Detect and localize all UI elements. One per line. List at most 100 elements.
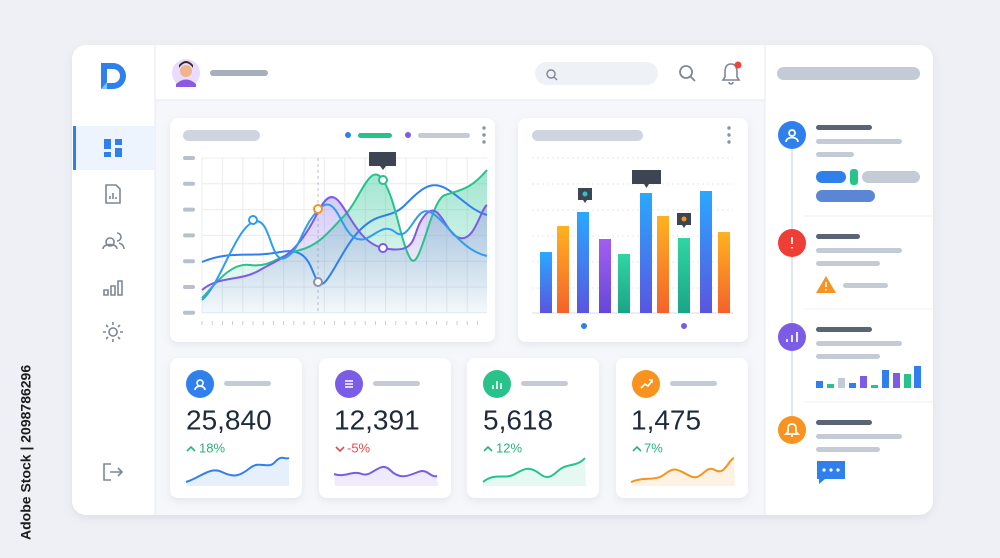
mini-bar bbox=[893, 373, 900, 388]
activity-icon bbox=[778, 121, 806, 149]
nav-item[interactable] bbox=[102, 232, 125, 250]
activity-glyph bbox=[786, 332, 798, 342]
placeholder-bar bbox=[521, 381, 568, 386]
stat-glyph bbox=[345, 380, 353, 388]
placeholder-bar bbox=[183, 156, 195, 160]
bar-shape bbox=[700, 191, 712, 313]
notification-dot bbox=[734, 61, 742, 69]
trend-arrow bbox=[186, 445, 196, 452]
mini-bar bbox=[849, 383, 856, 388]
mini-bar bbox=[838, 378, 845, 388]
placeholder-bar bbox=[224, 381, 271, 386]
placeholder-bar bbox=[816, 354, 880, 359]
placeholder-bar bbox=[862, 171, 920, 183]
avatar-hair bbox=[179, 61, 193, 68]
side-label: Adobe Stock | 2098786296 bbox=[18, 365, 34, 540]
chat-dot bbox=[836, 468, 840, 472]
stat-value: 12,391 bbox=[334, 404, 420, 435]
bar-shape bbox=[718, 232, 730, 313]
trend-arrow bbox=[483, 445, 493, 452]
placeholder-bar bbox=[183, 207, 195, 212]
nav-item[interactable] bbox=[104, 139, 122, 157]
nav-item[interactable] bbox=[103, 322, 123, 342]
placeholder-bar bbox=[816, 248, 902, 253]
layout bbox=[72, 45, 933, 515]
legend-dot bbox=[581, 323, 587, 329]
bar-shape bbox=[657, 216, 669, 313]
activity-icon bbox=[778, 416, 806, 444]
point-marker bbox=[378, 243, 388, 253]
placeholder-bar bbox=[358, 133, 392, 138]
point-marker bbox=[248, 215, 258, 225]
tooltip-dot bbox=[582, 191, 588, 197]
avatar-face bbox=[180, 65, 192, 77]
tag[interactable] bbox=[850, 169, 858, 185]
mini-bar bbox=[904, 374, 911, 388]
legend-dot bbox=[681, 323, 687, 329]
search-box[interactable] bbox=[535, 62, 658, 85]
placeholder-bar bbox=[816, 341, 902, 346]
menu-dot[interactable] bbox=[482, 133, 486, 137]
nav-item[interactable] bbox=[105, 184, 121, 204]
stat-glyph bbox=[194, 379, 206, 391]
search-button[interactable] bbox=[679, 65, 696, 82]
card bbox=[518, 118, 748, 342]
line bbox=[201, 169, 488, 299]
placeholder-bar bbox=[183, 285, 195, 289]
legend-dot bbox=[405, 132, 411, 138]
stat-value: 1,475 bbox=[631, 404, 701, 435]
placeholder-bar bbox=[816, 261, 880, 266]
bar-shape bbox=[599, 239, 611, 313]
nav-active-bg bbox=[73, 126, 155, 170]
menu-dot[interactable] bbox=[482, 126, 486, 130]
mini-bar bbox=[871, 385, 878, 388]
tooltip bbox=[632, 170, 661, 188]
placeholder-bar bbox=[816, 234, 860, 239]
tag[interactable] bbox=[816, 171, 846, 183]
stat-change: -5% bbox=[347, 440, 371, 455]
sparkline bbox=[482, 457, 586, 483]
chat-dot bbox=[829, 468, 833, 472]
logo-accent bbox=[101, 82, 107, 89]
sparkline bbox=[333, 465, 438, 478]
point-marker bbox=[313, 204, 323, 214]
stat-value: 5,618 bbox=[483, 404, 553, 435]
menu-dot[interactable] bbox=[727, 126, 731, 130]
chat-icon[interactable] bbox=[817, 461, 845, 484]
stat-value: 25,840 bbox=[186, 404, 272, 435]
placeholder-bar bbox=[183, 181, 195, 186]
placeholder-bar bbox=[183, 130, 260, 141]
sparkline bbox=[185, 456, 290, 483]
nav-item[interactable] bbox=[103, 463, 124, 481]
placeholder-bar bbox=[816, 420, 872, 425]
placeholder-bar bbox=[777, 67, 920, 80]
sparkline bbox=[630, 457, 735, 483]
bar-shape bbox=[540, 252, 552, 313]
stat-icon bbox=[186, 370, 214, 398]
placeholder-bar bbox=[183, 259, 195, 264]
sparkline-area bbox=[631, 458, 735, 486]
menu-dot[interactable] bbox=[482, 140, 486, 144]
chat-dot bbox=[822, 468, 826, 472]
nav-item[interactable] bbox=[103, 280, 123, 296]
sparkline-area bbox=[186, 457, 289, 486]
line bbox=[201, 184, 488, 286]
tooltip-dot bbox=[681, 216, 687, 222]
nav-active-marker bbox=[73, 126, 76, 170]
stat-change: 7% bbox=[644, 440, 663, 455]
tag[interactable] bbox=[816, 190, 875, 202]
placeholder-bar bbox=[183, 233, 195, 238]
menu-dot[interactable] bbox=[727, 133, 731, 137]
avatar-body bbox=[176, 79, 196, 87]
activity-glyph bbox=[785, 129, 799, 143]
menu-dot[interactable] bbox=[727, 140, 731, 144]
placeholder-bar bbox=[418, 133, 470, 138]
placeholder-bar bbox=[816, 125, 872, 130]
sparkline-area bbox=[483, 458, 586, 486]
trend-arrow bbox=[632, 445, 642, 452]
placeholder-bar bbox=[532, 130, 643, 141]
sparkline-area bbox=[334, 466, 438, 486]
placeholder-bar bbox=[816, 434, 902, 439]
